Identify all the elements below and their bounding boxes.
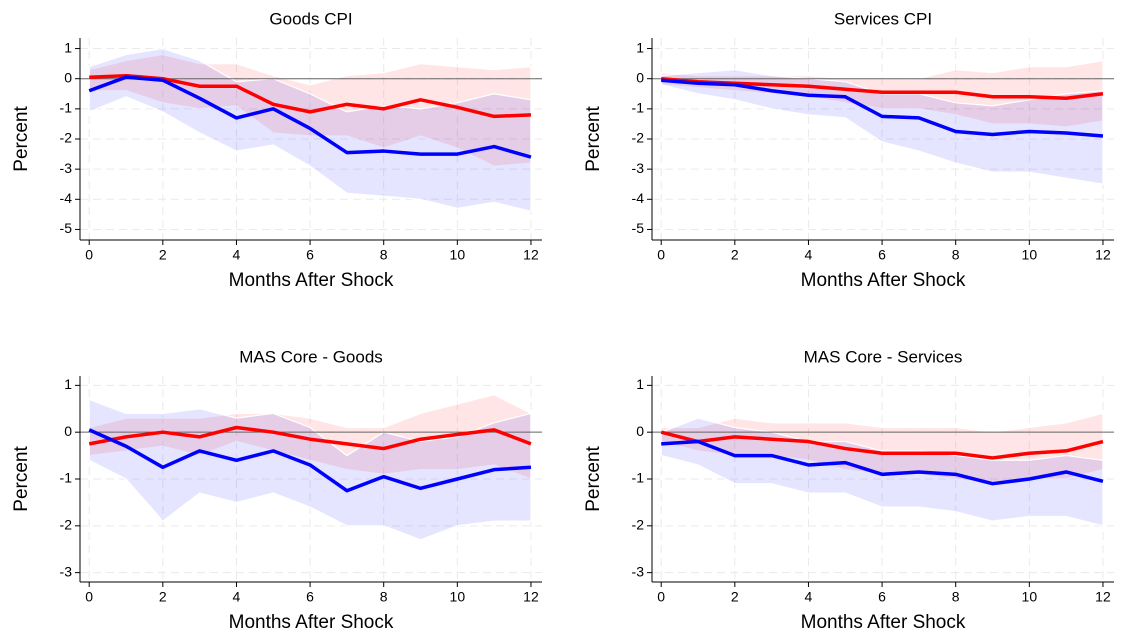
y-tick-label: -3 (60, 160, 73, 176)
y-tick-label: -3 (632, 563, 645, 579)
line-series (661, 439, 1104, 486)
x-axis-label: Months After Shock (229, 612, 394, 633)
y-tick-label: -2 (632, 517, 645, 533)
y-axis-label: Percent (11, 446, 32, 512)
x-tick-label: 12 (523, 589, 539, 605)
x-tick-label: 0 (657, 589, 665, 605)
x-axis-label: Months After Shock (801, 270, 966, 291)
confidence-band (660, 69, 1104, 185)
y-tick-label: -4 (632, 190, 645, 206)
x-tick-label: 0 (85, 589, 93, 605)
x-tick-label: 4 (233, 589, 241, 605)
y-tick-label: 1 (636, 39, 644, 55)
x-tick-label: 12 (523, 247, 539, 263)
y-tick-label: -3 (60, 563, 73, 579)
x-tick-label: 8 (380, 589, 388, 605)
y-tick-label: -1 (632, 470, 645, 486)
y-tick-label: 1 (64, 39, 72, 55)
x-tick-label: 2 (159, 589, 167, 605)
x-tick-label: 4 (805, 247, 813, 263)
x-tick-label: 0 (85, 247, 93, 263)
y-tick-label: -1 (60, 470, 73, 486)
line-series (88, 75, 532, 159)
confidence-band (660, 417, 1104, 527)
chart-title: Goods CPI (269, 9, 352, 28)
line-series (88, 425, 532, 451)
x-tick-label: 8 (380, 247, 388, 263)
x-tick-label: 10 (450, 247, 466, 263)
x-tick-label: 6 (306, 247, 314, 263)
y-tick-label: 0 (64, 423, 72, 439)
y-tick-label: 1 (636, 376, 644, 392)
line-series (88, 428, 532, 493)
line-series (660, 430, 1104, 460)
x-tick-label: 2 (731, 247, 739, 263)
y-tick-label: 0 (636, 423, 644, 439)
y-tick-label: -1 (632, 100, 645, 116)
y-axis-label: Percent (583, 446, 604, 512)
x-tick-label: 12 (1095, 589, 1111, 605)
x-axis-label: Months After Shock (229, 270, 394, 291)
y-axis-label: Percent (11, 106, 32, 172)
y-tick-label: -5 (60, 220, 73, 236)
y-tick-label: 0 (636, 69, 644, 85)
x-tick-label: 4 (805, 589, 813, 605)
x-tick-label: 8 (952, 247, 960, 263)
x-axis-label: Months After Shock (801, 612, 966, 633)
y-tick-label: -2 (632, 130, 645, 146)
x-tick-label: 0 (657, 247, 665, 263)
x-tick-label: 2 (159, 247, 167, 263)
x-tick-label: 6 (878, 247, 886, 263)
chart-title: MAS Core - Goods (239, 347, 383, 366)
chart-title: MAS Core - Services (804, 347, 963, 366)
y-axis-label: Percent (583, 106, 604, 172)
confidence-band (88, 398, 532, 541)
y-tick-label: 1 (64, 376, 72, 392)
y-tick-label: 0 (64, 69, 72, 85)
y-tick-label: -2 (60, 130, 73, 146)
x-tick-label: 2 (731, 589, 739, 605)
x-tick-label: 10 (1022, 247, 1038, 263)
x-tick-label: 6 (306, 589, 314, 605)
x-tick-label: 8 (952, 589, 960, 605)
y-tick-label: -2 (60, 517, 73, 533)
y-tick-label: -3 (632, 160, 645, 176)
y-tick-label: -5 (632, 220, 645, 236)
x-tick-label: 10 (450, 589, 466, 605)
x-tick-label: 6 (878, 589, 886, 605)
x-tick-label: 12 (1095, 247, 1111, 263)
line-series (661, 78, 1104, 138)
x-tick-label: 10 (1022, 589, 1038, 605)
x-tick-label: 4 (233, 247, 241, 263)
chart-title: Services CPI (834, 9, 932, 28)
y-tick-label: -1 (60, 100, 73, 116)
y-tick-label: -4 (60, 190, 73, 206)
